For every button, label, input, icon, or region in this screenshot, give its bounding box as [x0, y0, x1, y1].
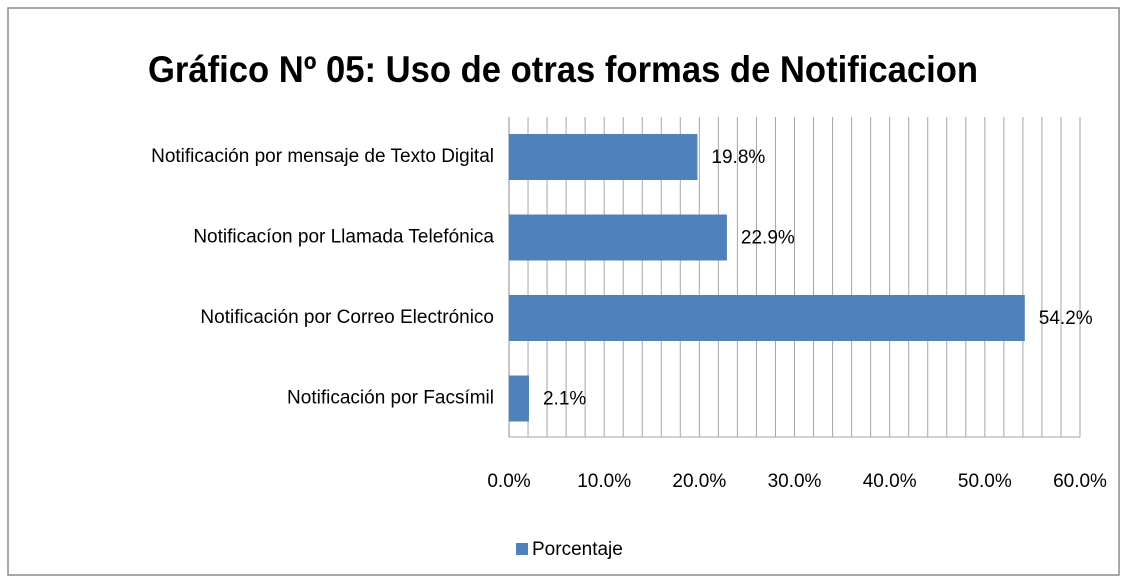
data-label: 2.1% [543, 389, 586, 410]
chart-border [7, 7, 1120, 576]
x-tick-label: 0.0% [487, 471, 530, 492]
y-tick-label: Notificación por mensaje de Texto Digita… [151, 146, 494, 167]
x-tick-label: 30.0% [768, 471, 822, 492]
legend-swatch [516, 543, 528, 555]
x-tick-label: 60.0% [1053, 471, 1107, 492]
x-tick-label: 40.0% [863, 471, 917, 492]
x-tick-label: 50.0% [958, 471, 1012, 492]
y-tick-label: Notificación por Correo Electrónico [200, 307, 494, 328]
x-tick-label: 10.0% [577, 471, 631, 492]
data-label: 54.2% [1039, 308, 1093, 329]
bar [509, 134, 698, 180]
legend-label: Porcentaje [532, 539, 623, 560]
y-tick-label: Notificacíon por Llamada Telefónica [193, 227, 494, 248]
bar [509, 375, 529, 422]
bar [509, 214, 727, 261]
chart-title: Gráfico Nº 05: Uso de otras formas de No… [148, 49, 978, 90]
x-tick-label: 20.0% [672, 471, 726, 492]
bar [509, 295, 1025, 341]
y-tick-label: Notificación por Facsímil [287, 388, 494, 409]
data-label: 22.9% [741, 228, 795, 249]
data-label: 19.8% [711, 147, 765, 168]
